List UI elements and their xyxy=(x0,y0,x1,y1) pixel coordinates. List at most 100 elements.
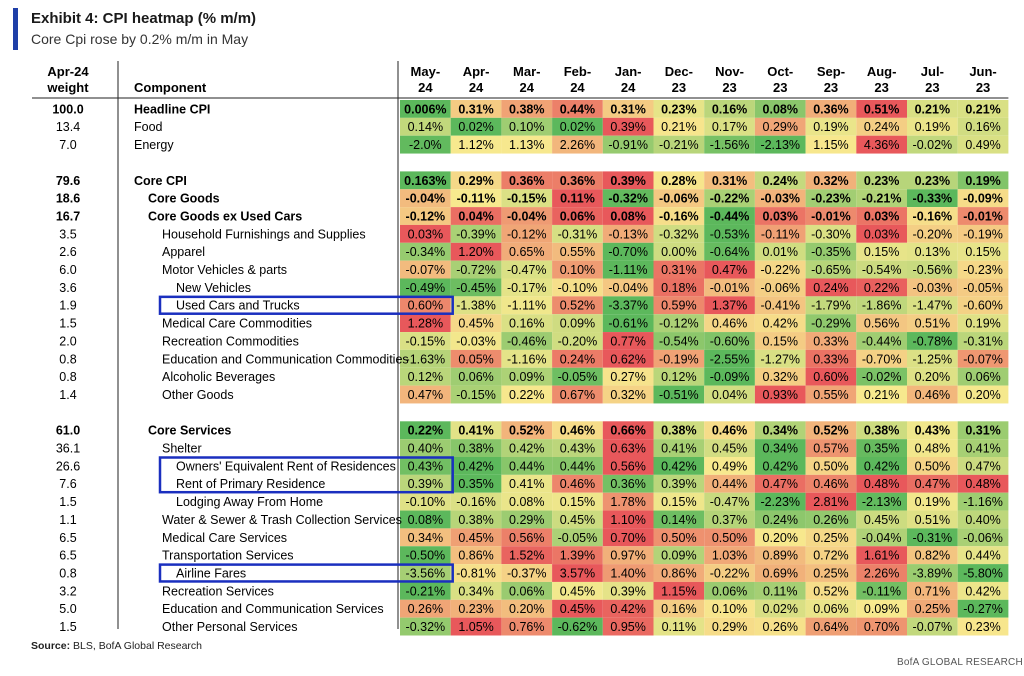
heatmap-cell-fill xyxy=(400,617,451,636)
heatmap-cell-value: -0.07% xyxy=(406,263,446,277)
heatmap-cell-value: -0.60% xyxy=(963,299,1003,313)
heatmap-cell-fill xyxy=(754,528,806,547)
heatmap-cell-value: -3.56% xyxy=(406,566,446,580)
row-name: Headline CPI xyxy=(134,102,210,116)
heatmap-cell: 0.69% xyxy=(754,564,806,582)
heatmap-cell-fill xyxy=(400,242,451,261)
heatmap-cell-value: 0.51% xyxy=(915,317,950,331)
heatmap-cell-fill xyxy=(856,599,907,618)
heatmap-cell-value: 0.69% xyxy=(763,566,798,580)
heatmap-cell: 0.33% xyxy=(805,332,857,350)
heatmap-cell-value: 0.15% xyxy=(763,334,798,348)
heatmap-cell-fill xyxy=(552,189,603,208)
heatmap-cell-value: 0.23% xyxy=(864,174,899,188)
heatmap-cell-fill xyxy=(754,332,806,350)
heatmap-cell-fill xyxy=(856,135,907,154)
heatmap-cell-fill xyxy=(856,314,907,333)
heatmap-cell-fill xyxy=(450,242,502,261)
heatmap-cell: -0.16% xyxy=(653,207,705,225)
heatmap-cell-value: 0.42% xyxy=(661,459,696,473)
heatmap-cell: 0.23% xyxy=(653,100,705,118)
heatmap-cell-fill xyxy=(805,421,857,440)
heatmap-cell-fill xyxy=(856,457,907,475)
heatmap-cell: 0.26% xyxy=(805,510,857,529)
heatmap-cell-fill xyxy=(856,421,907,440)
heatmap-cell-value: 0.52% xyxy=(813,424,848,438)
heatmap-cell-value: 0.09% xyxy=(661,549,696,563)
heatmap-cell-fill xyxy=(602,528,654,547)
heatmap-cell-value: 0.50% xyxy=(661,531,696,545)
heatmap-cell-fill xyxy=(805,171,857,190)
heatmap-cell-value: 0.46% xyxy=(560,477,595,491)
heatmap-cell-fill xyxy=(754,314,806,333)
heatmap-cell: 0.41% xyxy=(653,439,705,457)
heatmap-cell: 0.44% xyxy=(552,100,603,118)
heatmap-cell-fill xyxy=(805,332,857,350)
heatmap-cell-value: 0.31% xyxy=(965,424,1000,438)
heatmap-cell-value: 0.09% xyxy=(509,370,544,384)
heatmap-cell-fill xyxy=(704,349,755,368)
heatmap-cell-value: 0.16% xyxy=(965,120,1000,134)
heatmap-cell-fill xyxy=(552,296,603,315)
heatmap-cell-fill xyxy=(856,474,907,493)
heatmap-cell-fill xyxy=(957,492,1009,511)
heatmap-cell-value: -0.53% xyxy=(710,227,750,241)
heatmap-cell-fill xyxy=(602,492,654,511)
heatmap-cell: -0.04% xyxy=(400,189,451,208)
heatmap-cell-value: 0.24% xyxy=(763,513,798,527)
heatmap-cell-fill xyxy=(602,314,654,333)
heatmap-cell-value: 0.23% xyxy=(915,174,950,188)
heatmap-cell-fill xyxy=(552,564,603,582)
heatmap-cell-value: 0.42% xyxy=(965,584,1000,598)
heatmap-cell-fill xyxy=(856,260,907,279)
heatmap-cell-fill xyxy=(907,367,958,386)
heatmap-cell-fill xyxy=(754,474,806,493)
heatmap-cell-fill xyxy=(450,439,502,457)
heatmap-cell: 0.36% xyxy=(501,171,553,190)
heatmap-cell: -0.53% xyxy=(704,224,755,243)
heatmap-cell-value: -0.47% xyxy=(507,263,547,277)
heatmap-cell: -0.21% xyxy=(856,189,907,208)
heatmap-cell-value: 0.29% xyxy=(763,120,798,134)
heatmap-cell-value: 0.51% xyxy=(864,102,899,116)
heatmap-cell: 0.06% xyxy=(805,599,857,618)
heatmap-cell: 0.22% xyxy=(400,421,451,440)
heatmap-cell-fill xyxy=(957,117,1009,136)
heatmap-cell-fill xyxy=(856,617,907,636)
heatmap-cell: 0.39% xyxy=(602,171,654,190)
heatmap-cell: -1.27% xyxy=(754,349,806,368)
heatmap-cell: 1.13% xyxy=(501,135,553,154)
heatmap-cell-value: 3.57% xyxy=(560,566,595,580)
heatmap-cell-value: -0.34% xyxy=(406,245,446,259)
heatmap-cell: -0.17% xyxy=(501,278,553,297)
month-header: 24 xyxy=(570,80,585,95)
heatmap-cell-fill xyxy=(704,439,755,457)
heatmap-cell-value: -0.20% xyxy=(558,334,598,348)
heatmap-cell-fill xyxy=(907,510,958,529)
heatmap-cell: 0.11% xyxy=(552,189,603,208)
heatmap-cell-fill xyxy=(552,617,603,636)
heatmap-cell: -0.19% xyxy=(957,224,1009,243)
heatmap-cell-fill xyxy=(907,421,958,440)
heatmap-cell-value: -0.70% xyxy=(608,245,648,259)
heatmap-cell-fill xyxy=(602,117,654,136)
heatmap-cell-value: -0.32% xyxy=(659,227,699,241)
heatmap-cell-fill xyxy=(856,224,907,243)
heatmap-cell: 0.01% xyxy=(754,242,806,261)
heatmap-cell-fill xyxy=(552,100,603,118)
heatmap-cell-fill xyxy=(704,171,755,190)
heatmap-cell-fill xyxy=(704,296,755,315)
heatmap-cell-value: -0.19% xyxy=(659,352,699,366)
heatmap-cell: 1.05% xyxy=(450,617,502,636)
heatmap-cell: 0.38% xyxy=(501,100,553,118)
heatmap-cell-value: 0.19% xyxy=(915,120,950,134)
heatmap-cell-fill xyxy=(957,314,1009,333)
heatmap-cell-value: 0.32% xyxy=(763,370,798,384)
heatmap-cell-value: 0.41% xyxy=(458,424,493,438)
heatmap-cell-fill xyxy=(704,332,755,350)
heatmap-cell-fill xyxy=(501,474,553,493)
heatmap-cell-fill xyxy=(653,439,705,457)
month-header: Apr- xyxy=(463,64,490,79)
heatmap-cell: 1.78% xyxy=(602,492,654,511)
heatmap-cell-value: 0.37% xyxy=(712,513,747,527)
